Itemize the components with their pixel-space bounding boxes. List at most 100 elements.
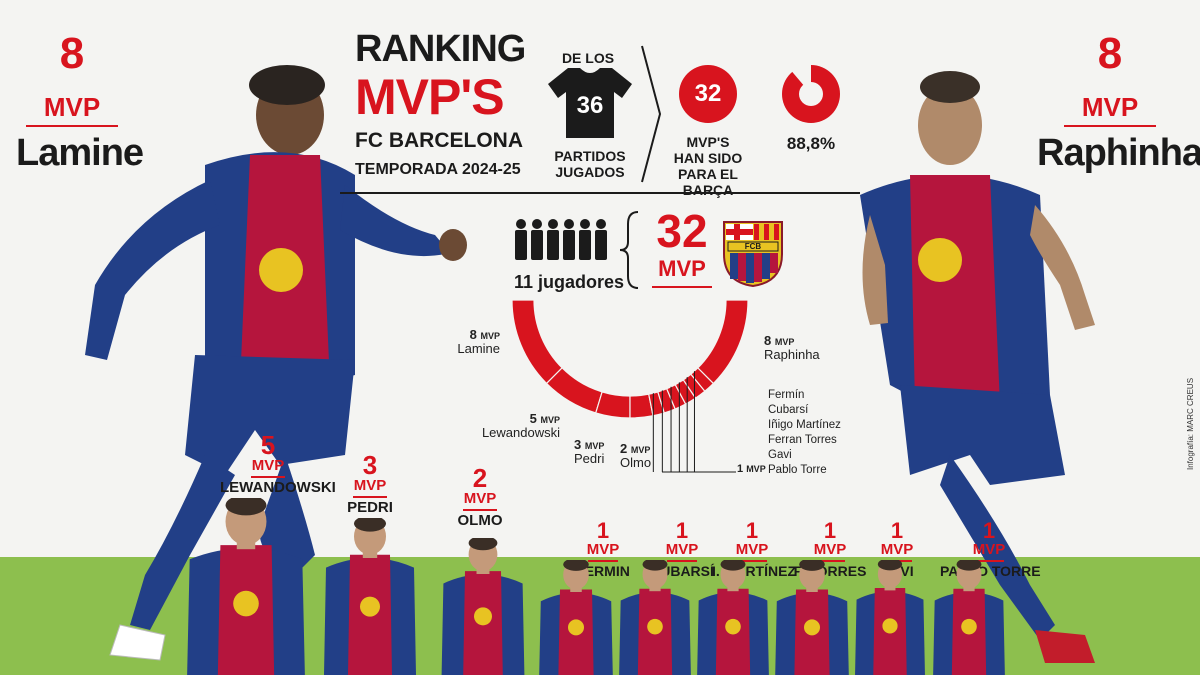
one-mvp-list: Fermín Cubarsí Iñigo Martínez Ferran Tor… xyxy=(768,388,841,478)
card-player-name: OLMO xyxy=(457,511,503,529)
players-count: 11 jugadores xyxy=(514,272,625,292)
raphinha-head xyxy=(918,85,982,165)
people-icon xyxy=(515,219,607,260)
arc-segment-pedri xyxy=(594,391,631,419)
lamine-left-arm xyxy=(85,180,220,360)
lamine-left-leg xyxy=(130,455,235,630)
matches-count: 36 xyxy=(576,92,604,119)
arc-label-lewandowski: 5 MVP Lewandowski xyxy=(478,411,560,441)
total-mvp-count: 32 xyxy=(656,205,708,257)
arc-label-pedri-num: 3 xyxy=(574,437,582,452)
player-card: 1 MVP FERMIN xyxy=(568,520,638,578)
lamine-shorts xyxy=(185,355,355,475)
mvps-count: 32 xyxy=(694,80,722,107)
card-rule xyxy=(815,559,845,562)
credit-text: Infografía: MARC CREUS xyxy=(1186,377,1195,470)
header-divider xyxy=(340,192,860,194)
lamine-boot xyxy=(109,624,166,661)
arc-segment-lamine xyxy=(511,300,563,385)
lamine-right-arm xyxy=(340,185,450,257)
arc-label-lewandowski-name: Lewandowski xyxy=(481,425,560,441)
total-mvp-unit: MVP xyxy=(658,256,706,281)
arc-label-raphinha-name: Raphinha xyxy=(764,347,820,363)
card-player-photo xyxy=(855,560,925,675)
arc-segment-lewandowski xyxy=(545,367,603,414)
card-rule xyxy=(737,559,767,562)
player-card: 3 MVP PEDRI xyxy=(340,452,400,515)
arc-label-lewandowski-num: 5 xyxy=(529,411,537,426)
arc-label-olmo-num: 2 xyxy=(620,441,628,456)
arc-label-raphinha: 8 MVP Raphinha xyxy=(764,333,820,363)
arc-label-olmo: 2 MVP Olmo xyxy=(620,441,652,471)
card-mvp-unit: MVP xyxy=(880,541,914,558)
one-mvp-item: Fermín xyxy=(768,389,805,401)
lamine-rule xyxy=(26,125,118,127)
total-rule xyxy=(652,286,712,288)
lamine-hair xyxy=(249,65,325,105)
card-mvp-count: 1 xyxy=(823,518,837,543)
arc-label-lewandowski-unit: MVP xyxy=(540,415,560,425)
raphinha-arm xyxy=(1030,205,1095,330)
arc-segment-raphinha xyxy=(697,300,749,385)
arc-label-lamine-name: Lamine xyxy=(457,341,500,357)
crest-text: FCB xyxy=(744,242,762,251)
arc-label-pedri-name: Pedri xyxy=(574,451,605,467)
card-rule xyxy=(353,495,387,498)
card-player-name: PEDRI xyxy=(347,498,393,516)
player-card: 2 MVP OLMO xyxy=(446,465,514,528)
one-mvp-item: Pablo Torre xyxy=(768,464,827,476)
de-los-label: DE LOS xyxy=(561,50,615,66)
card-player-photo xyxy=(441,538,525,675)
one-mvp-label-num: 1 xyxy=(737,463,744,475)
card-mvp-unit: MVP xyxy=(665,541,699,558)
arc-label-lamine-unit: MVP xyxy=(480,331,500,341)
card-player-photo xyxy=(187,498,305,675)
card-player-photo xyxy=(539,560,613,675)
lamine-photo xyxy=(85,65,467,661)
season-label: TEMPORADA 2024-25 xyxy=(355,161,521,178)
arc-label-olmo-name: Olmo xyxy=(620,455,652,471)
card-mvp-count: 5 xyxy=(260,430,276,460)
one-mvp-label-unit: MVP xyxy=(746,464,766,474)
arc-label-pedri: 3 MVP Pedri xyxy=(574,437,605,467)
card-player-photo xyxy=(933,560,1005,675)
card-mvp-count: 1 xyxy=(745,518,759,543)
club-name: FC BARCELONA xyxy=(355,129,523,152)
card-mvp-unit: MVP xyxy=(972,541,1006,558)
card-mvp-unit: MVP xyxy=(353,477,387,494)
card-rule xyxy=(974,559,1004,562)
card-player-photo xyxy=(697,560,769,675)
one-mvp-item: Iñigo Martínez xyxy=(768,419,841,431)
card-mvp-unit: MVP xyxy=(251,457,285,474)
player-card: 5 MVP LEWANDOWSKI xyxy=(220,430,336,496)
one-mvp-item: Gavi xyxy=(768,449,792,461)
fcb-crest-icon xyxy=(723,221,783,288)
card-player-name: LEWANDOWSKI xyxy=(220,478,336,496)
card-mvp-count: 1 xyxy=(982,518,996,543)
percent-label: 88,8% xyxy=(786,134,836,153)
percent-donut xyxy=(782,64,840,123)
raphinha-boot xyxy=(1035,630,1095,663)
arc-label-lamine-num: 8 xyxy=(469,327,477,342)
card-mvp-count: 1 xyxy=(596,518,610,543)
card-rule xyxy=(667,559,697,562)
raphinha-shorts xyxy=(900,385,1065,485)
raphinha-sponsor xyxy=(918,238,962,282)
jersey-icon xyxy=(548,68,632,138)
card-player-name: FERMIN xyxy=(576,562,630,579)
card-mvp-unit: MVP xyxy=(463,490,497,507)
card-mvp-count: 2 xyxy=(472,463,488,493)
card-player-photo xyxy=(324,518,416,675)
card-player-photo xyxy=(775,560,849,675)
raphinha-mvp-count: 8 xyxy=(1097,29,1123,78)
arc-label-olmo-unit: MVP xyxy=(630,445,651,455)
card-mvp-count: 1 xyxy=(890,518,904,543)
lamine-right-leg xyxy=(259,455,315,575)
card-player-photo xyxy=(619,560,691,675)
arc-label-raphinha-unit: MVP xyxy=(774,337,795,347)
raphinha-name: Raphinha xyxy=(1037,132,1200,174)
mvps-label: MVP'S HAN SIDO PARA EL BARÇA xyxy=(673,134,743,199)
title-mvps: MVP'S xyxy=(355,69,505,125)
card-mvp-unit: MVP xyxy=(586,541,620,558)
card-rule xyxy=(588,559,618,562)
